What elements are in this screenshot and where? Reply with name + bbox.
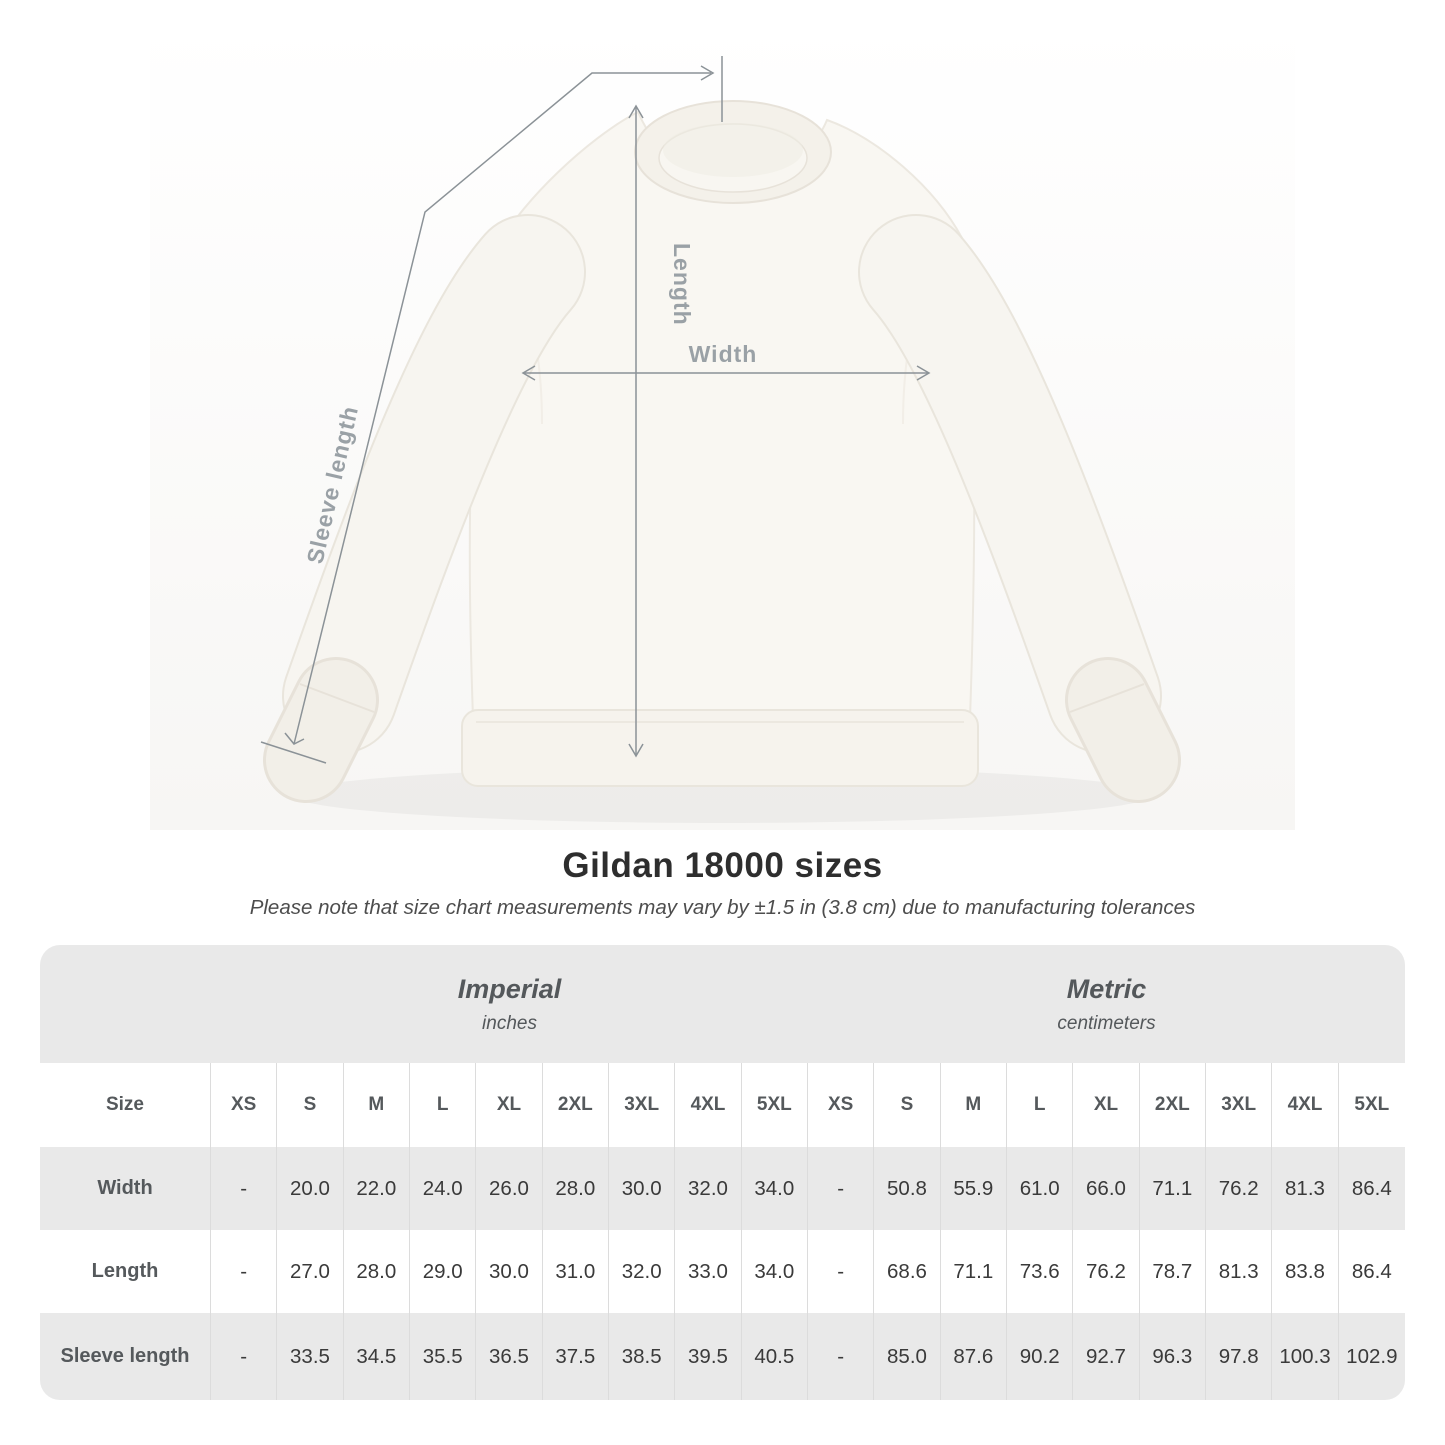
table-cell: 28.0: [543, 1147, 609, 1230]
table-cell: 73.6: [1007, 1230, 1074, 1313]
table-cell: -: [211, 1313, 278, 1400]
table-cell: 30.0: [609, 1147, 676, 1230]
table-cell: 34.0: [742, 1147, 808, 1230]
size-col-header: L: [410, 1063, 477, 1147]
table-cell: 86.4: [1351, 1176, 1392, 1200]
table-cell: 76.2: [1073, 1230, 1140, 1313]
table-cell: 33.0: [675, 1230, 742, 1313]
table-cell: 28.0: [344, 1230, 410, 1313]
size-col-header: 2XL: [1140, 1063, 1206, 1147]
table-cell: 26.0: [476, 1147, 543, 1230]
metric-subtitle: centimeters: [1057, 1012, 1156, 1034]
size-col-header: 2XL: [543, 1063, 609, 1147]
table-cell: 40.5: [742, 1313, 808, 1400]
table-cell: 35.5: [410, 1313, 477, 1400]
table-cell: 96.3: [1140, 1313, 1206, 1400]
sweatshirt-diagram: Sleeve length Length Width: [150, 20, 1295, 830]
imperial-title: Imperial: [457, 973, 562, 1004]
table-cell: 36.5: [476, 1313, 543, 1400]
width-arrow: Width: [521, 341, 931, 381]
sleeve-length-row: Sleeve length - 33.5 34.5 35.5 36.5 37.5…: [40, 1313, 1405, 1400]
size-col-header: XL: [476, 1063, 543, 1147]
table-cell: 100.3: [1272, 1313, 1339, 1400]
table-cell: 33.5: [277, 1313, 344, 1400]
unit-system-header: Imperial inches Metric centimeters: [40, 945, 1405, 1063]
size-col-header: XS: [808, 1063, 875, 1147]
size-col-header: L: [1007, 1063, 1074, 1147]
table-cell: -: [808, 1147, 875, 1230]
table-cell: 50.8: [874, 1147, 941, 1230]
page-title: Gildan 18000 sizes: [562, 846, 883, 885]
table-cell: 86.4: [1351, 1259, 1392, 1283]
table-cell: 32.0: [675, 1147, 742, 1230]
size-col-header: 3XL: [609, 1063, 676, 1147]
table-cell: 22.0: [344, 1147, 410, 1230]
table-cell: 76.2: [1206, 1147, 1273, 1230]
table-cell: -: [211, 1147, 278, 1230]
size-col-header: 3XL: [1206, 1063, 1273, 1147]
size-col-header: 4XL: [675, 1063, 742, 1147]
table-cell: 87.6: [941, 1313, 1007, 1400]
size-col-header: XL: [1073, 1063, 1140, 1147]
table-cell: 27.0: [277, 1230, 344, 1313]
size-col-header: M: [344, 1063, 410, 1147]
metric-section-header: Metric centimeters: [808, 974, 1405, 1035]
table-cell: 102.9: [1346, 1344, 1398, 1368]
size-col-header: S: [277, 1063, 344, 1147]
table-cell: 55.9: [941, 1147, 1007, 1230]
row-header-length: Length: [40, 1230, 211, 1313]
cuff-tick: [260, 741, 327, 764]
table-cell: 30.0: [476, 1230, 543, 1313]
table-cell: -: [808, 1313, 875, 1400]
length-arrow: Length: [628, 104, 695, 758]
table-cell: 97.8: [1206, 1313, 1273, 1400]
table-cell: 24.0: [410, 1147, 477, 1230]
size-col-header: XS: [211, 1063, 278, 1147]
size-header-row: Size XS S M L XL 2XL 3XL 4XL 5XL XS S M …: [40, 1063, 1405, 1147]
table-cell: 31.0: [543, 1230, 609, 1313]
table-cell: 61.0: [1007, 1147, 1074, 1230]
size-corner-header: Size: [40, 1063, 211, 1147]
table-cell: 32.0: [609, 1230, 676, 1313]
width-row: Width - 20.0 22.0 24.0 26.0 28.0 30.0 32…: [40, 1147, 1405, 1230]
imperial-section-header: Imperial inches: [211, 974, 808, 1035]
table-cell: 20.0: [277, 1147, 344, 1230]
table-cell: 78.7: [1140, 1230, 1206, 1313]
length-row: Length - 27.0 28.0 29.0 30.0 31.0 32.0 3…: [40, 1230, 1405, 1313]
table-cell: 29.0: [410, 1230, 477, 1313]
table-cell: 83.8: [1272, 1230, 1339, 1313]
size-col-header: 5XL: [742, 1063, 808, 1147]
sweatshirt-illustration: [263, 100, 1181, 803]
table-cell: -: [808, 1230, 875, 1313]
table-cell: 71.1: [941, 1230, 1007, 1313]
row-header-width: Width: [40, 1147, 211, 1230]
imperial-subtitle: inches: [482, 1012, 537, 1034]
metric-title: Metric: [1066, 973, 1147, 1004]
length-label: Length: [669, 243, 695, 326]
row-header-sleeve-length: Sleeve length: [40, 1313, 211, 1400]
table-cell: 68.6: [874, 1230, 941, 1313]
size-col-header: M: [941, 1063, 1007, 1147]
size-table: Imperial inches Metric centimeters Size …: [40, 945, 1405, 1400]
table-cell: 38.5: [609, 1313, 676, 1400]
table-cell: -: [211, 1230, 278, 1313]
table-cell: 66.0: [1073, 1147, 1140, 1230]
tolerance-note: Please note that size chart measurements…: [249, 896, 1196, 919]
table-cell: 81.3: [1272, 1147, 1339, 1230]
width-label: Width: [689, 341, 758, 367]
table-cell: 85.0: [874, 1313, 941, 1400]
table-cell: 34.5: [344, 1313, 410, 1400]
table-cell: 37.5: [543, 1313, 609, 1400]
table-cell: 92.7: [1073, 1313, 1140, 1400]
size-col-header: S: [874, 1063, 941, 1147]
table-cell: 90.2: [1007, 1313, 1074, 1400]
table-cell: 39.5: [675, 1313, 742, 1400]
table-cell: 34.0: [742, 1230, 808, 1313]
size-col-header: 4XL: [1272, 1063, 1339, 1147]
table-cell: 71.1: [1140, 1147, 1206, 1230]
size-col-header: 5XL: [1354, 1094, 1390, 1115]
table-cell: 81.3: [1206, 1230, 1273, 1313]
